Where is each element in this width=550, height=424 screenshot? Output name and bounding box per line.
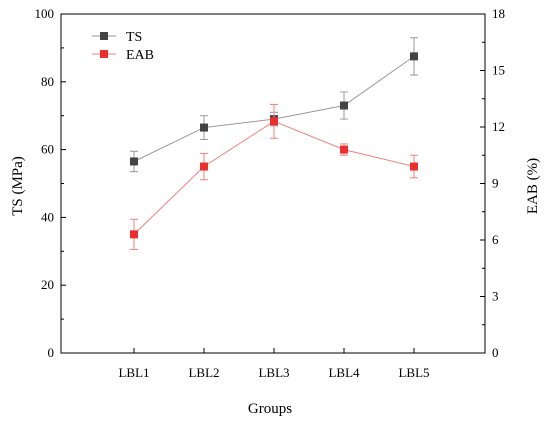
y-left-tick-label: 80 — [41, 74, 54, 89]
eab-data-point — [270, 117, 278, 126]
legend-ts-label: TS — [126, 30, 142, 45]
x-tick-label: LBL1 — [118, 365, 149, 380]
x-axis-title: Groups — [248, 401, 292, 417]
y-left-tick-label: 60 — [41, 142, 54, 157]
y-right-tick-label: 0 — [492, 345, 499, 360]
series-layer — [130, 37, 418, 250]
y-left-tick-label: 40 — [41, 209, 54, 224]
y-left-tick-label: 20 — [41, 277, 54, 292]
y-axis-right-title: EAB (%) — [525, 158, 541, 214]
x-tick-label: LBL4 — [328, 365, 360, 380]
y-left-tick-label: 100 — [35, 6, 55, 21]
ts-data-point — [200, 123, 208, 132]
x-tick-label: LBL2 — [188, 365, 219, 380]
eab-data-point — [130, 230, 138, 239]
y-right-tick-label: 12 — [492, 119, 505, 134]
x-tick-label: LBL3 — [258, 365, 289, 380]
legend-ts-marker — [100, 32, 108, 40]
ts-data-point — [410, 52, 418, 61]
y-left-tick-label: 0 — [48, 345, 55, 360]
ts-data-point — [130, 157, 138, 166]
legend: TS EAB — [92, 30, 154, 63]
y-right-tick-label: 6 — [492, 232, 499, 247]
y-axis-left-title: TS (MPa) — [10, 156, 26, 216]
plot-frame — [60, 13, 486, 354]
eab-data-point — [200, 162, 208, 171]
legend-eab-label: EAB — [126, 48, 154, 63]
legend-eab-marker — [100, 50, 108, 58]
y-right-tick-label: 3 — [492, 289, 499, 304]
axes-layer: 0 20 40 60 80 100 0 3 6 9 12 15 18 LBL1 LBL2 LBL3 LBL4 LB… — [35, 6, 506, 380]
eab-data-point — [410, 162, 418, 171]
y-right-tick-label: 18 — [492, 6, 505, 21]
y-right-tick-label: 9 — [492, 176, 499, 191]
x-tick-label: LBL5 — [398, 365, 429, 380]
eab-data-point — [340, 145, 348, 154]
ts-data-point — [340, 101, 348, 110]
y-right-tick-label: 15 — [492, 63, 505, 78]
